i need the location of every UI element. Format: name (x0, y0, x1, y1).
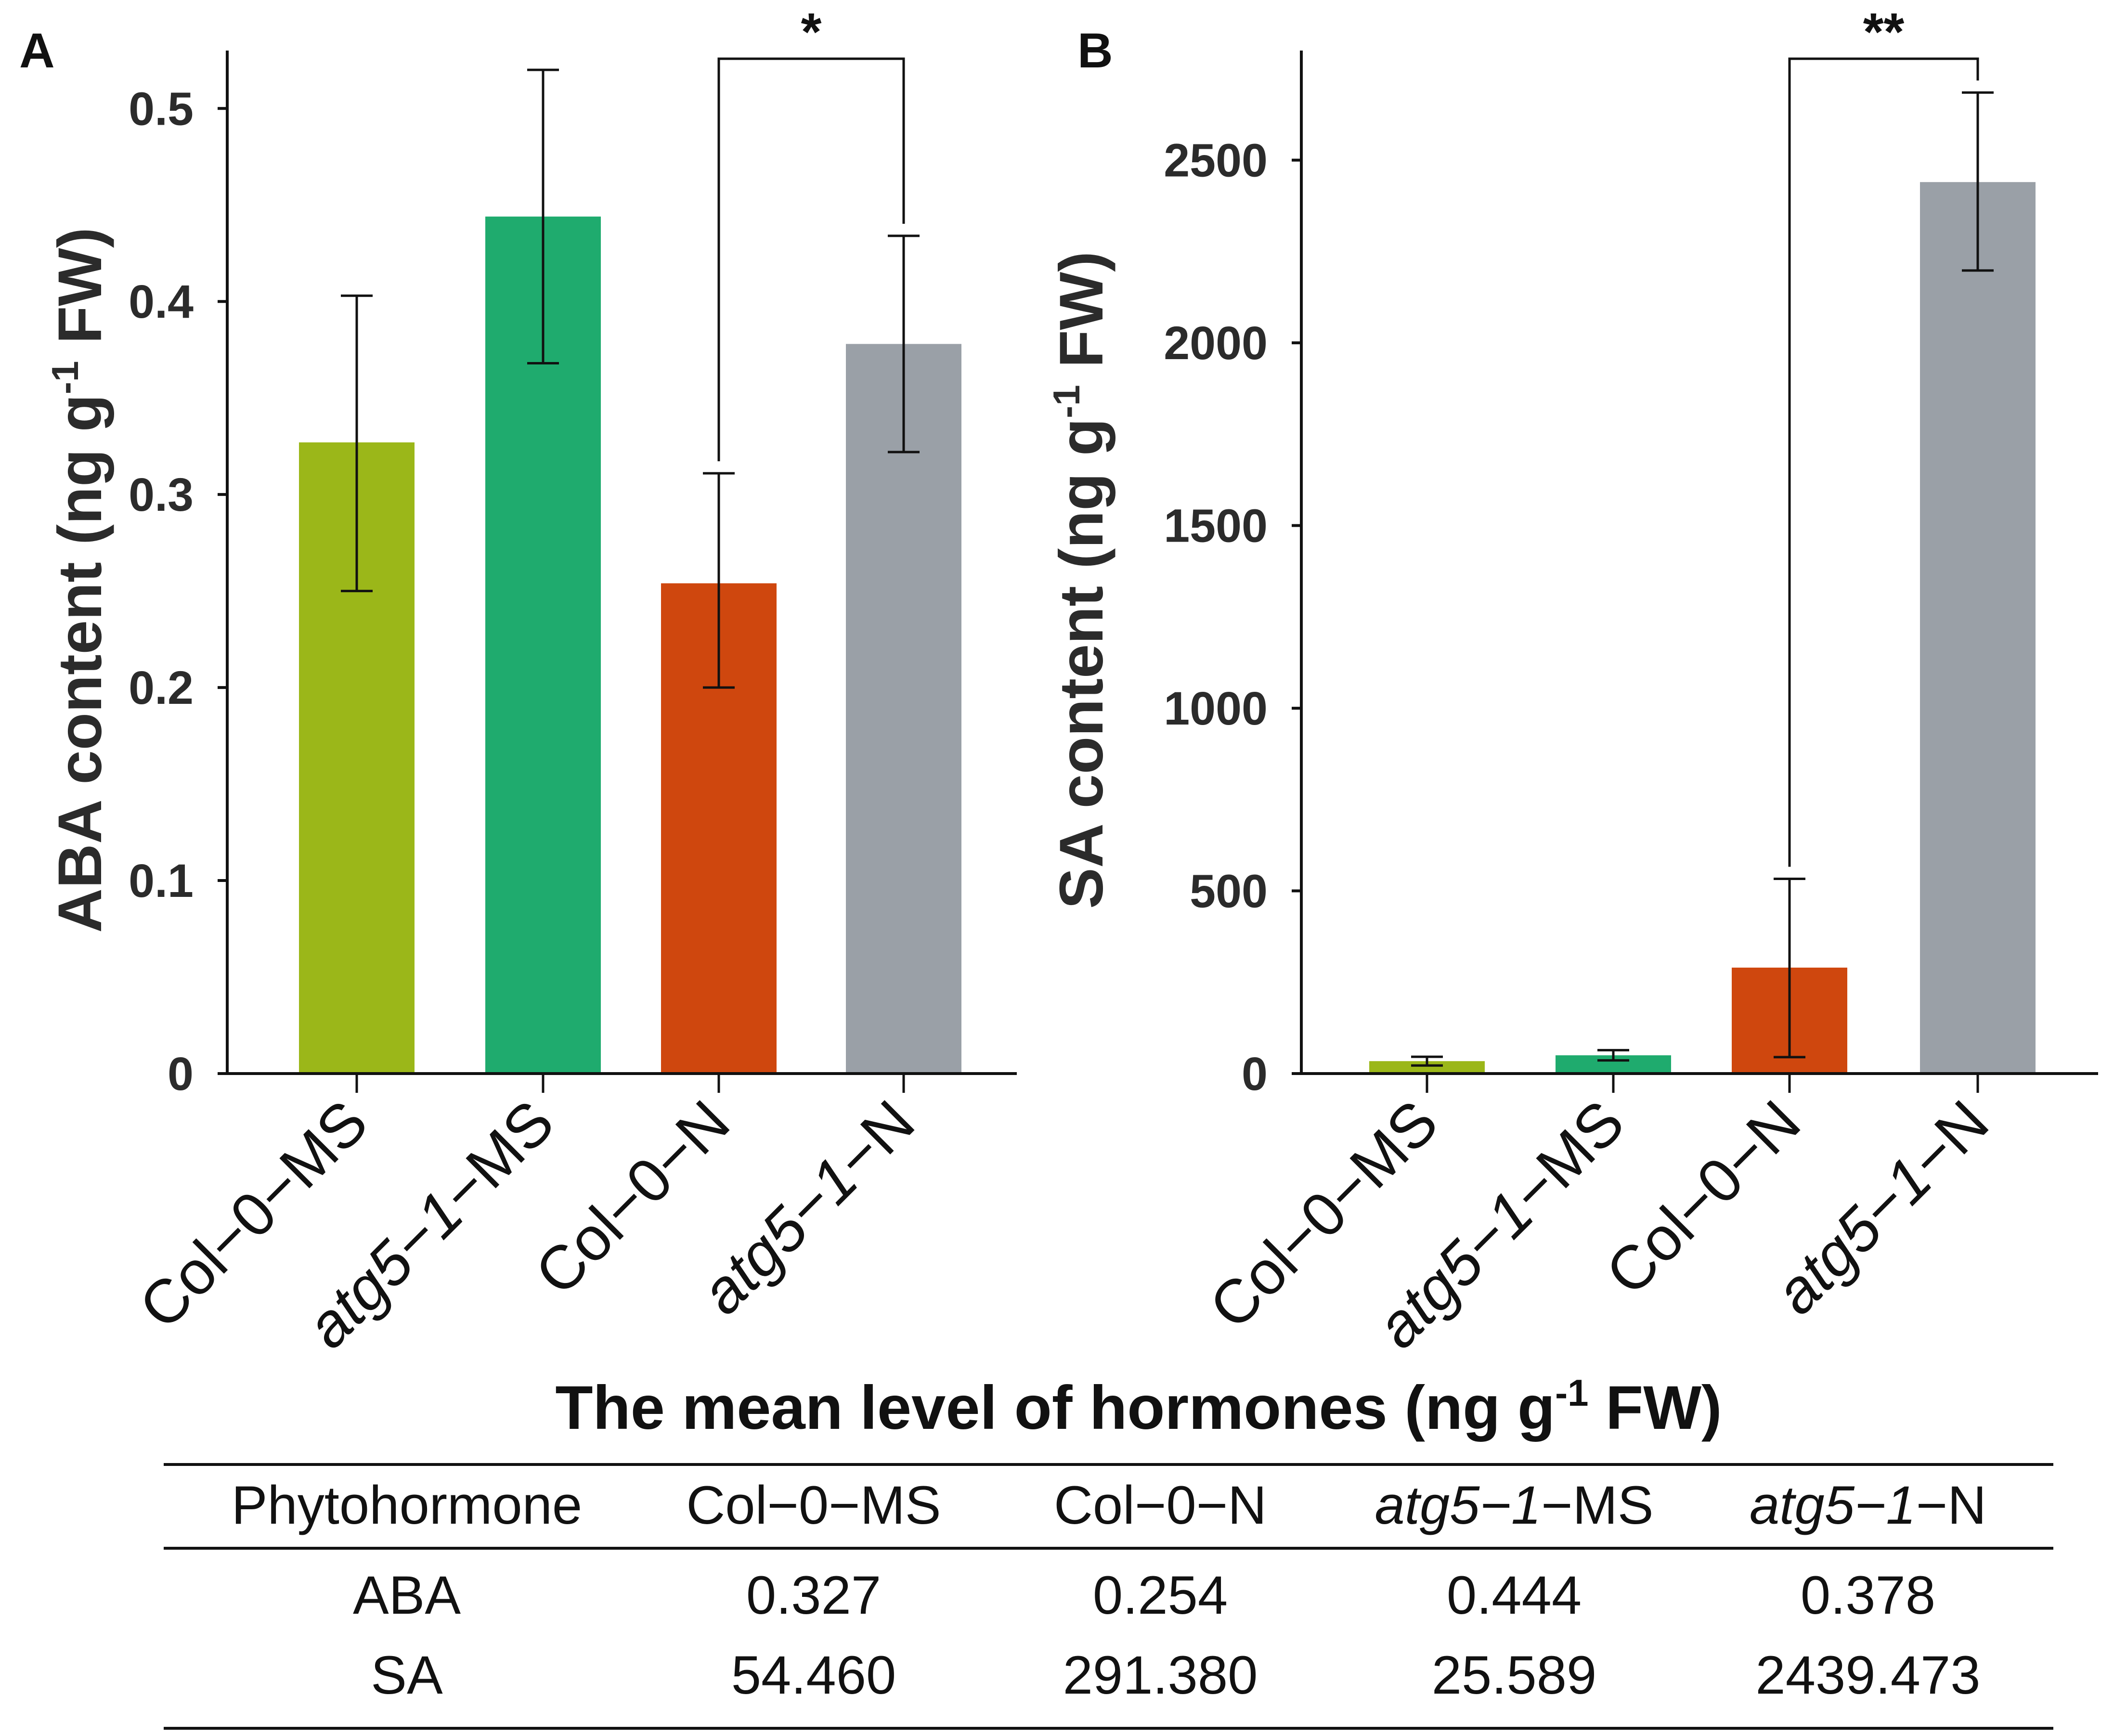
table-title: The mean level of hormones (ng g-1 FW) (555, 1372, 1722, 1442)
panel-a: A00.10.20.30.40.5Col−0−MSatg5−1−MSCol−0−… (19, 2, 1017, 1361)
panel-b-significance-bracket: ** (1788, 2, 1979, 867)
table-cell: ABA (353, 1565, 461, 1625)
panel-b-ytick-label: 1500 (1164, 500, 1268, 552)
hormone-table: The mean level of hormones (ng g-1 FW) Ph… (164, 1372, 2053, 1730)
panel-b-ytick-label: 2500 (1164, 134, 1268, 187)
panel-b-letter: B (1077, 23, 1113, 78)
panel-b-bar-4 (1920, 182, 2036, 1074)
panel-b-y-axis-title: SA content (ng g-1 FW) (1045, 251, 1116, 909)
table-cell: 0.254 (1093, 1565, 1228, 1625)
panel-b-error-bar-1 (1411, 1055, 1443, 1067)
table-row: ABA 0.327 0.254 0.444 0.378 (353, 1565, 1935, 1625)
panel-b-significance-label: ** (1863, 2, 1905, 62)
table-cell: 25.589 (1432, 1645, 1597, 1705)
table-cell: 0.327 (746, 1565, 881, 1625)
table-header-cell: Col−0−N (1054, 1475, 1267, 1535)
table-header-row: Phytohormone Col−0−MS Col−0−N atg5−1−MS atg5… (232, 1475, 1986, 1535)
panel-a-ytick-label: 0.2 (129, 661, 194, 714)
panel-b-ytick-label: 500 (1190, 865, 1268, 918)
panel-b-error-bar-4 (1962, 91, 1994, 272)
panel-b: B05001000150020002500Col−0−MSatg5−1−MSCo… (1045, 2, 2098, 1361)
panel-a-ytick-label: 0.3 (129, 468, 194, 521)
panel-a-error-bar-1 (341, 294, 373, 593)
panel-a-significance-label: * (801, 2, 822, 62)
table-header-cell: Phytohormone (232, 1475, 582, 1535)
table-row: SA 54.460 291.380 25.589 2439.473 (371, 1645, 1980, 1705)
panel-a-ytick-label: 0.4 (129, 275, 194, 328)
table-cell: 0.378 (1801, 1565, 1935, 1625)
panel-a-bar-4 (846, 344, 961, 1074)
table-header-cell: Col−0−MS (686, 1475, 941, 1535)
panel-b-ytick-label: 2000 (1164, 317, 1268, 369)
table-cell: SA (371, 1645, 443, 1705)
panel-b-error-bar-2 (1597, 1049, 1629, 1062)
table-header-cell: atg5−1−MS (1375, 1475, 1653, 1535)
table-header-cell: atg5−1−N (1750, 1475, 1986, 1535)
panel-a-ytick-label: 0 (168, 1048, 194, 1100)
panel-a-error-bar-3 (703, 472, 735, 689)
panel-a-letter: A (19, 23, 55, 78)
panel-a-significance-bracket: * (717, 2, 905, 462)
panel-b-ytick-label: 0 (1242, 1048, 1268, 1100)
panel-a-ytick-label: 0.1 (129, 855, 194, 907)
table-cell: 54.460 (731, 1645, 896, 1705)
table-cell: 291.380 (1063, 1645, 1258, 1705)
panel-b-ytick-label: 1000 (1164, 682, 1268, 735)
panel-a-error-bar-4 (888, 234, 920, 453)
panel-a-ytick-label: 0.5 (129, 82, 194, 135)
table-cell: 0.444 (1447, 1565, 1582, 1625)
panel-b-error-bar-3 (1774, 877, 1805, 1059)
table-cell: 2439.473 (1755, 1645, 1980, 1705)
panel-a-error-bar-2 (527, 68, 559, 365)
panel-a-y-axis-title: ABA content (ng g-1 FW) (44, 227, 115, 933)
